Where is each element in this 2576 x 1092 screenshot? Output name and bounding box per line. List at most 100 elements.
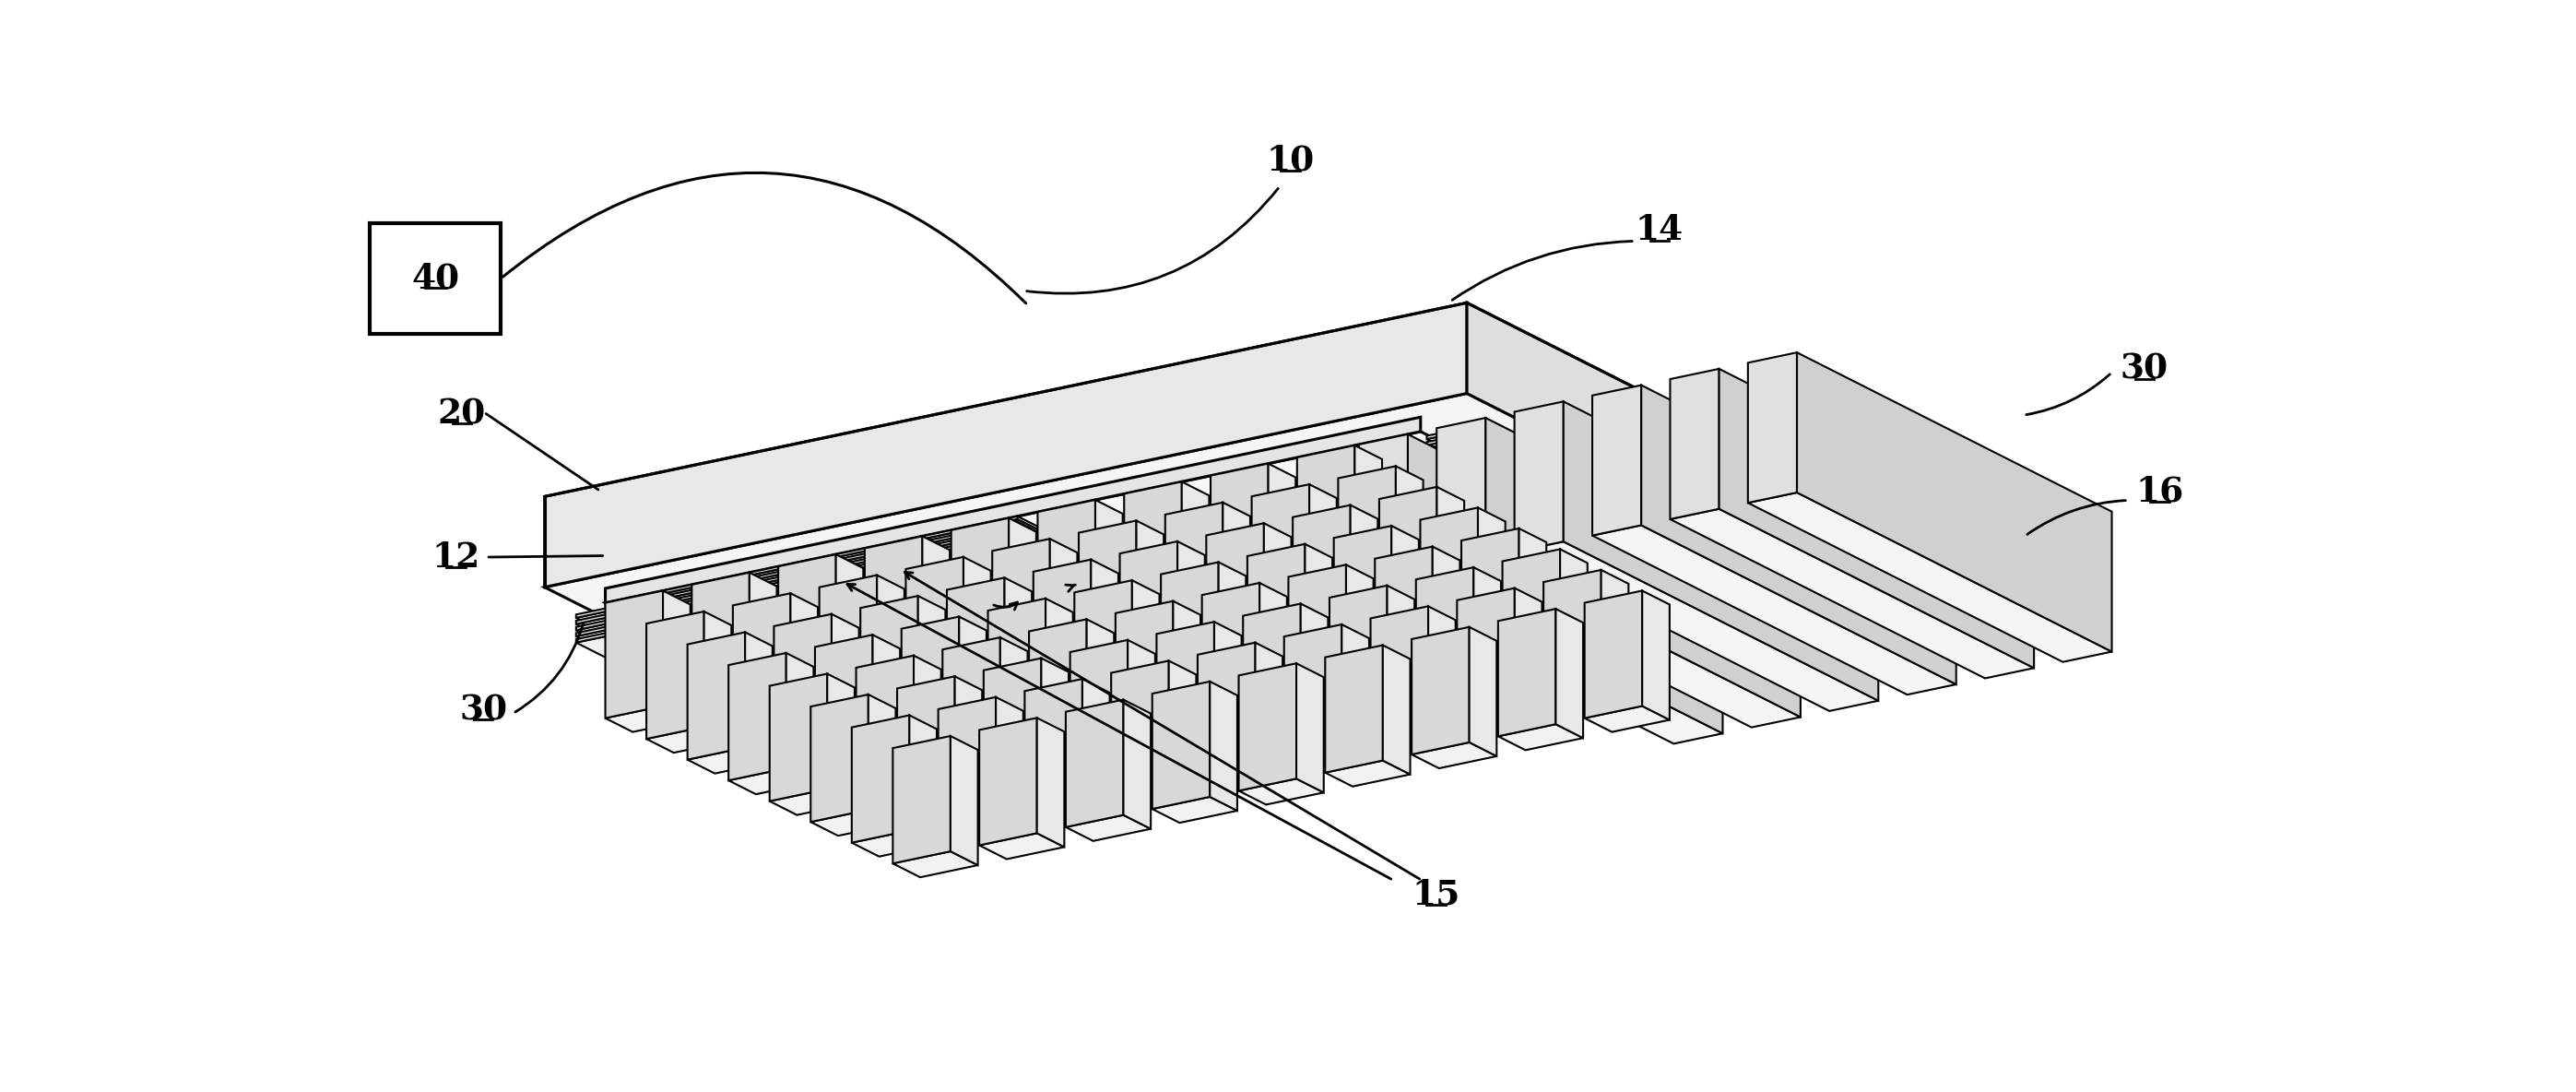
Polygon shape bbox=[1082, 679, 1110, 808]
Polygon shape bbox=[786, 653, 814, 782]
Text: 10: 10 bbox=[1267, 144, 1314, 178]
Polygon shape bbox=[1334, 641, 1419, 667]
Polygon shape bbox=[605, 541, 1077, 656]
Polygon shape bbox=[1239, 779, 1324, 805]
FancyArrowPatch shape bbox=[502, 173, 1025, 304]
Polygon shape bbox=[577, 610, 652, 638]
Polygon shape bbox=[1427, 450, 1502, 477]
Polygon shape bbox=[984, 658, 1041, 785]
Polygon shape bbox=[1499, 609, 1556, 736]
Polygon shape bbox=[1128, 640, 1154, 769]
Polygon shape bbox=[1092, 559, 1118, 689]
Polygon shape bbox=[992, 654, 1077, 680]
Polygon shape bbox=[1309, 485, 1337, 614]
Polygon shape bbox=[1520, 529, 1546, 657]
Polygon shape bbox=[1383, 645, 1409, 774]
Polygon shape bbox=[1162, 562, 1218, 689]
Polygon shape bbox=[1298, 560, 1383, 586]
Polygon shape bbox=[770, 790, 855, 815]
Polygon shape bbox=[1151, 681, 1211, 809]
Polygon shape bbox=[951, 518, 1010, 645]
Polygon shape bbox=[1252, 485, 1309, 612]
Polygon shape bbox=[1033, 559, 1092, 687]
Polygon shape bbox=[1543, 570, 1602, 698]
Polygon shape bbox=[605, 519, 1077, 636]
Polygon shape bbox=[1502, 665, 1587, 690]
Polygon shape bbox=[729, 560, 1126, 665]
Polygon shape bbox=[1417, 568, 1473, 695]
Polygon shape bbox=[729, 555, 1126, 658]
Polygon shape bbox=[860, 596, 917, 723]
Polygon shape bbox=[729, 769, 814, 794]
Polygon shape bbox=[1198, 642, 1255, 770]
Polygon shape bbox=[1515, 589, 1543, 717]
Polygon shape bbox=[1203, 698, 1288, 724]
Polygon shape bbox=[1427, 440, 1463, 451]
Polygon shape bbox=[1468, 627, 1497, 756]
Polygon shape bbox=[979, 717, 1038, 845]
Polygon shape bbox=[811, 810, 896, 835]
Polygon shape bbox=[868, 695, 896, 823]
Polygon shape bbox=[1427, 443, 1502, 472]
Polygon shape bbox=[1592, 385, 1641, 535]
Polygon shape bbox=[958, 617, 987, 746]
Polygon shape bbox=[744, 632, 773, 761]
Polygon shape bbox=[1798, 353, 2112, 652]
Polygon shape bbox=[773, 729, 858, 756]
Polygon shape bbox=[1252, 600, 1337, 626]
Polygon shape bbox=[605, 431, 1736, 762]
Polygon shape bbox=[1265, 523, 1291, 652]
Polygon shape bbox=[577, 631, 613, 642]
Polygon shape bbox=[1437, 418, 1486, 568]
Polygon shape bbox=[577, 626, 613, 637]
Polygon shape bbox=[1355, 446, 1383, 574]
Polygon shape bbox=[1239, 663, 1296, 791]
Polygon shape bbox=[1437, 558, 1801, 727]
Polygon shape bbox=[1329, 701, 1414, 727]
Polygon shape bbox=[1206, 523, 1265, 651]
Polygon shape bbox=[1038, 615, 1123, 641]
Polygon shape bbox=[1069, 756, 1154, 781]
Polygon shape bbox=[1121, 542, 1177, 668]
FancyArrowPatch shape bbox=[1028, 189, 1278, 294]
Polygon shape bbox=[1056, 563, 1126, 602]
Polygon shape bbox=[1556, 609, 1584, 738]
Polygon shape bbox=[1066, 700, 1123, 827]
Polygon shape bbox=[1391, 526, 1419, 655]
Polygon shape bbox=[1376, 662, 1461, 688]
Polygon shape bbox=[577, 622, 652, 650]
Polygon shape bbox=[1038, 500, 1095, 627]
Polygon shape bbox=[951, 736, 979, 865]
Polygon shape bbox=[948, 693, 1033, 719]
Polygon shape bbox=[917, 596, 945, 725]
Polygon shape bbox=[1244, 604, 1301, 732]
Polygon shape bbox=[729, 544, 1126, 648]
Polygon shape bbox=[605, 522, 1018, 612]
Polygon shape bbox=[989, 714, 1074, 739]
Polygon shape bbox=[1358, 574, 1723, 744]
Polygon shape bbox=[1718, 369, 2035, 668]
Polygon shape bbox=[1203, 583, 1260, 711]
Polygon shape bbox=[1157, 621, 1213, 749]
Polygon shape bbox=[1151, 797, 1236, 822]
Polygon shape bbox=[860, 711, 945, 737]
Bar bbox=[368, 224, 500, 333]
Polygon shape bbox=[1025, 679, 1082, 806]
Polygon shape bbox=[819, 690, 904, 716]
Polygon shape bbox=[605, 546, 1077, 662]
Polygon shape bbox=[729, 567, 1126, 670]
Polygon shape bbox=[997, 697, 1023, 827]
Text: 14: 14 bbox=[1636, 213, 1685, 248]
Polygon shape bbox=[1427, 438, 1502, 465]
Polygon shape bbox=[577, 634, 652, 663]
Polygon shape bbox=[732, 709, 817, 735]
Polygon shape bbox=[1028, 619, 1087, 747]
Polygon shape bbox=[1486, 418, 1801, 717]
Polygon shape bbox=[1419, 508, 1479, 636]
Polygon shape bbox=[1347, 565, 1373, 693]
FancyArrowPatch shape bbox=[489, 556, 603, 557]
Polygon shape bbox=[1206, 639, 1291, 665]
Polygon shape bbox=[1074, 696, 1159, 722]
Polygon shape bbox=[577, 619, 613, 630]
Polygon shape bbox=[1170, 661, 1195, 790]
